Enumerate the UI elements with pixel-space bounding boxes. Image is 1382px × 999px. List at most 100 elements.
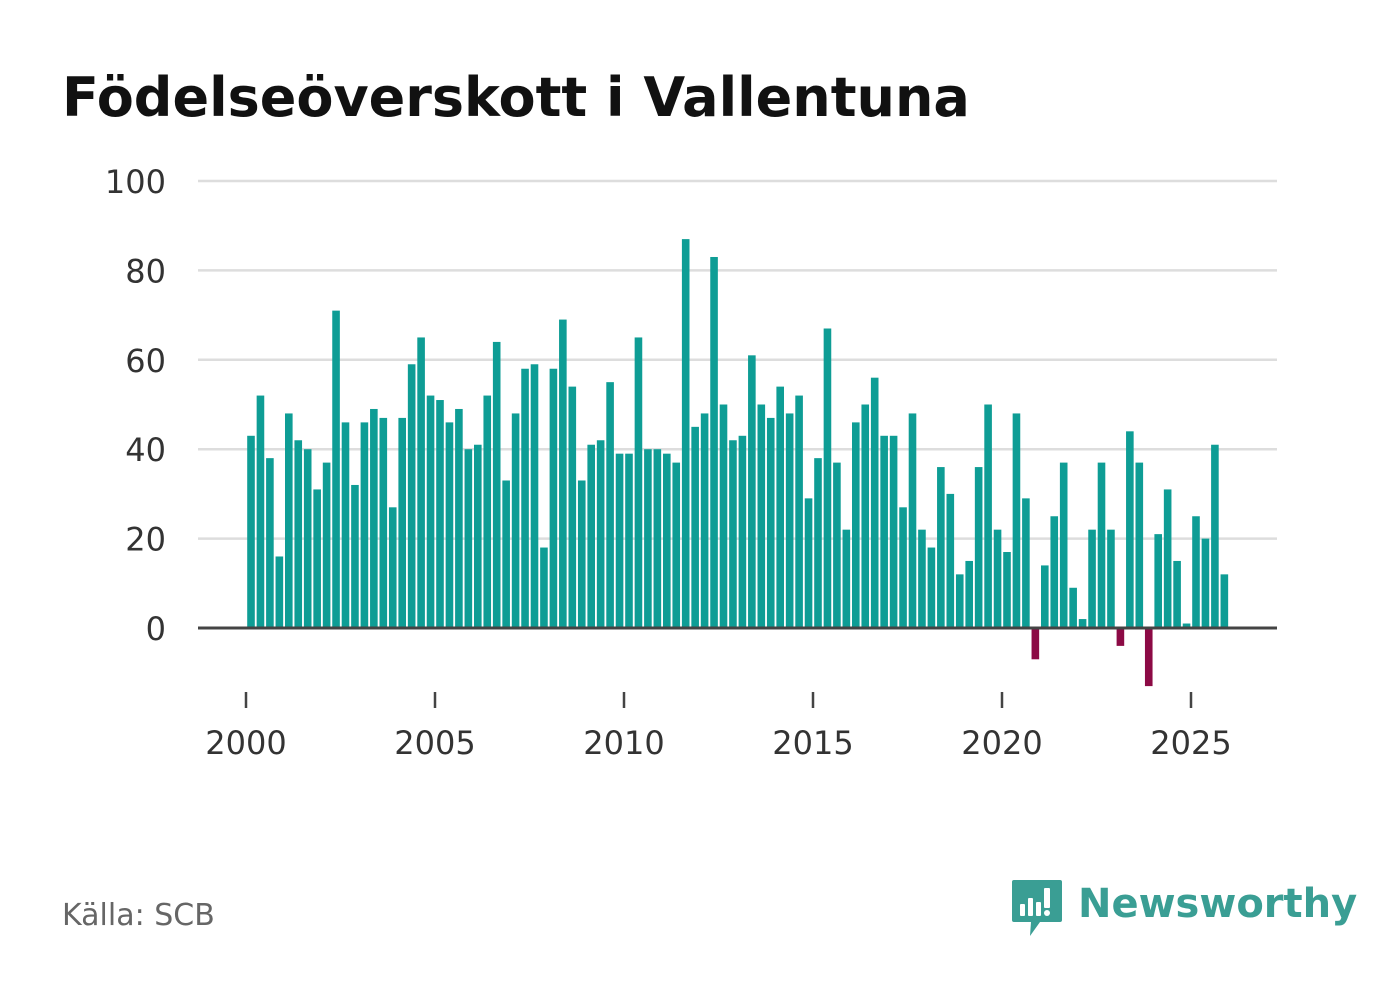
bar-4	[285, 413, 293, 628]
bar-15	[388, 507, 397, 628]
bar-23	[464, 449, 473, 628]
bar-16	[398, 417, 406, 628]
bar-74	[946, 493, 955, 628]
gridlines	[198, 179, 1277, 540]
bar-55	[766, 417, 775, 628]
bar-69	[899, 507, 907, 628]
bar-29	[521, 368, 529, 628]
bar-82	[1022, 498, 1030, 628]
bar-66	[870, 377, 879, 628]
bar-3	[275, 556, 284, 628]
y-tick-label-80: 80	[125, 252, 166, 290]
x-axis: 2000 2005 2010 2015 2020 2025	[205, 692, 1232, 762]
bar-31	[540, 547, 548, 628]
bar-2	[266, 458, 274, 628]
bar-94	[1135, 462, 1144, 628]
newsworthy-logo-icon	[1012, 880, 1062, 936]
x-tick-label-2020: 2020	[961, 724, 1042, 762]
bar-41	[634, 337, 643, 628]
bar-25	[483, 395, 492, 628]
bars	[247, 239, 1229, 687]
bar-68	[889, 435, 898, 628]
bar-38	[606, 382, 614, 628]
bar-95	[1144, 628, 1153, 687]
bar-12	[360, 422, 369, 628]
bar-86	[1059, 462, 1068, 628]
bar-80	[1003, 552, 1011, 628]
x-tick-label-2010: 2010	[583, 724, 664, 762]
bar-22	[455, 408, 463, 628]
bar-34	[568, 386, 577, 628]
bar-40	[625, 453, 633, 628]
bar-93	[1126, 431, 1134, 628]
bar-44	[663, 453, 671, 628]
bar-43	[653, 449, 662, 628]
bar-5	[294, 440, 303, 628]
bar-20	[436, 400, 444, 628]
y-tick-label-20: 20	[125, 521, 166, 559]
y-tick-label-60: 60	[125, 342, 166, 380]
bar-30	[530, 364, 539, 628]
bar-90	[1097, 462, 1106, 628]
bar-35	[577, 480, 586, 628]
chart-title: Födelseöverskott i Vallentuna	[62, 66, 970, 129]
bar-18	[417, 337, 425, 628]
bar-79	[993, 529, 1002, 628]
bar-47	[691, 426, 699, 628]
bar-100	[1192, 516, 1200, 628]
bar-14	[379, 417, 388, 628]
bar-102	[1211, 444, 1219, 628]
source-label: Källa: SCB	[62, 898, 215, 933]
bar-46	[681, 239, 690, 629]
bar-92	[1116, 628, 1125, 646]
y-tick-label-100: 100	[105, 163, 166, 201]
bar-73	[937, 467, 945, 628]
bar-87	[1069, 587, 1077, 628]
bar-17	[407, 364, 416, 628]
bar-70	[908, 413, 917, 628]
bar-1	[256, 395, 265, 628]
bar-62	[833, 462, 841, 628]
y-tick-label-0: 0	[146, 610, 166, 648]
bar-81	[1012, 413, 1021, 628]
bar-56	[776, 386, 784, 628]
bar-99	[1182, 623, 1191, 628]
bar-9	[332, 310, 340, 628]
bar-63	[842, 529, 851, 628]
bar-52	[738, 435, 747, 628]
bar-59	[804, 498, 813, 628]
bar-26	[492, 341, 501, 628]
x-tick-label-2015: 2015	[772, 724, 853, 762]
bar-57	[785, 413, 794, 628]
bar-71	[918, 529, 926, 628]
bar-65	[861, 404, 870, 628]
newsworthy-logo[interactable]: Newsworthy	[1010, 878, 1357, 942]
bar-11	[351, 484, 359, 628]
bar-91	[1107, 529, 1115, 628]
bar-13	[370, 408, 378, 628]
bar-96	[1154, 534, 1162, 628]
bar-28	[511, 413, 520, 628]
x-tick-label-2025: 2025	[1150, 724, 1231, 762]
bar-51	[729, 440, 737, 628]
bar-54	[757, 404, 766, 628]
bar-83	[1031, 628, 1040, 660]
bar-98	[1173, 560, 1181, 628]
bar-37	[596, 440, 605, 628]
bar-0	[247, 435, 255, 628]
bar-76	[965, 560, 973, 628]
bar-61	[823, 328, 832, 628]
brand-name: Newsworthy	[1078, 881, 1358, 927]
bar-42	[644, 449, 652, 628]
bar-19	[426, 395, 435, 628]
bar-49	[710, 256, 718, 628]
bar-77	[974, 467, 983, 628]
bar-21	[445, 422, 454, 628]
bar-6	[303, 449, 312, 628]
bar-32	[549, 368, 558, 628]
bar-10	[341, 422, 350, 628]
x-tick-label-2005: 2005	[394, 724, 475, 762]
bar-103	[1220, 574, 1229, 628]
bar-48	[700, 413, 709, 628]
